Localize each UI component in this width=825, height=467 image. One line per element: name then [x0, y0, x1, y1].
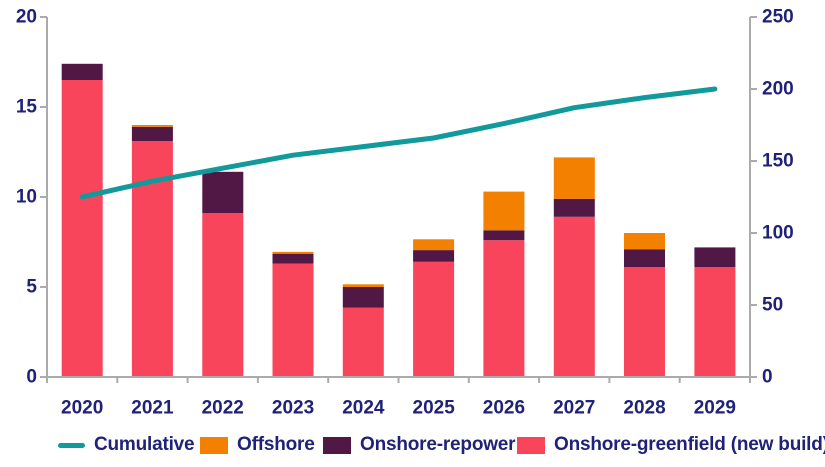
legend-label-onshore-greenfield: Onshore-greenfield (new build): [554, 434, 825, 455]
legend-item-cumulative: Cumulative: [58, 431, 195, 459]
onshore-greenfield-swatch: [517, 436, 545, 454]
legend-item-onshore-repower: Onshore-repower: [323, 431, 516, 459]
x-axis-label-2029: 2029: [694, 398, 736, 419]
bar-segment-offshore-2024: [342, 284, 384, 287]
bar-segment-offshore-2023: [272, 251, 314, 254]
bar-segment-greenfield-2025: [413, 261, 455, 377]
bar-segment-greenfield-2029: [694, 267, 736, 377]
bar-segment-greenfield-2020: [61, 80, 103, 377]
bar-segment-repower-2021: [131, 126, 173, 142]
cumulative-line-swatch: [58, 442, 85, 448]
x-axis-label-2022: 2022: [202, 398, 244, 419]
bar-segment-repower-2024: [342, 287, 384, 308]
bar-segment-repower-2027: [553, 198, 595, 217]
bar-segment-repower-2029: [694, 247, 736, 268]
bar-segment-greenfield-2028: [624, 267, 665, 377]
left-axis-tick-label: 5: [26, 277, 37, 298]
x-axis-label-2024: 2024: [342, 398, 385, 419]
bar-segment-repower-2022: [202, 171, 244, 214]
left-axis-tick-label: 15: [16, 97, 38, 118]
legend-item-onshore-greenfield: Onshore-greenfield (new build): [517, 431, 825, 459]
right-axis-tick-label: 150: [762, 151, 794, 172]
x-axis-label-2025: 2025: [413, 398, 456, 419]
legend-label-offshore: Offshore: [237, 434, 315, 455]
offshore-swatch: [200, 436, 228, 454]
x-axis-label-2026: 2026: [483, 398, 525, 419]
x-axis-label-2027: 2027: [553, 398, 595, 419]
bar-segment-greenfield-2024: [342, 307, 384, 377]
left-axis-tick-label: 0: [26, 367, 37, 388]
legend-label-onshore-repower: Onshore-repower: [360, 434, 516, 455]
cumulative-line: [79, 86, 718, 200]
x-axis-label-2028: 2028: [623, 398, 665, 419]
bar-segment-offshore-2021: [131, 125, 173, 127]
right-axis-tick-label: 250: [762, 7, 794, 28]
bar-segment-greenfield-2022: [202, 213, 244, 377]
x-axis-label-2020: 2020: [61, 398, 103, 419]
bar-segment-repower-2026: [483, 230, 525, 241]
bar-segment-offshore-2026: [483, 191, 525, 231]
legend-item-offshore: Offshore: [200, 431, 315, 459]
bar-segment-offshore-2027: [553, 157, 595, 199]
bar-segment-repower-2020: [61, 63, 103, 80]
bar-segment-greenfield-2026: [483, 240, 525, 377]
bar-segment-offshore-2028: [624, 233, 665, 250]
right-axis-tick-label: 200: [762, 79, 794, 100]
right-axis-tick-label: 50: [762, 295, 783, 316]
onshore-repower-swatch: [323, 436, 351, 454]
legend-label-cumulative: Cumulative: [94, 434, 195, 455]
chart-legend: Cumulative Offshore Onshore-repower Onsh…: [0, 431, 825, 459]
left-axis-tick-label: 10: [16, 187, 37, 208]
bar-segment-offshore-2025: [413, 239, 455, 251]
bar-segment-greenfield-2027: [553, 216, 595, 377]
x-axis-label-2023: 2023: [272, 398, 314, 419]
x-axis-label-2021: 2021: [131, 398, 174, 419]
right-axis-tick-label: 100: [762, 223, 794, 244]
bar-segment-repower-2025: [413, 250, 455, 262]
left-axis-tick-label: 20: [16, 7, 37, 28]
bar-segment-greenfield-2023: [272, 263, 314, 377]
right-axis-tick-label: 0: [762, 367, 773, 388]
bar-segment-repower-2028: [624, 249, 665, 268]
bar-segment-repower-2023: [272, 253, 314, 264]
